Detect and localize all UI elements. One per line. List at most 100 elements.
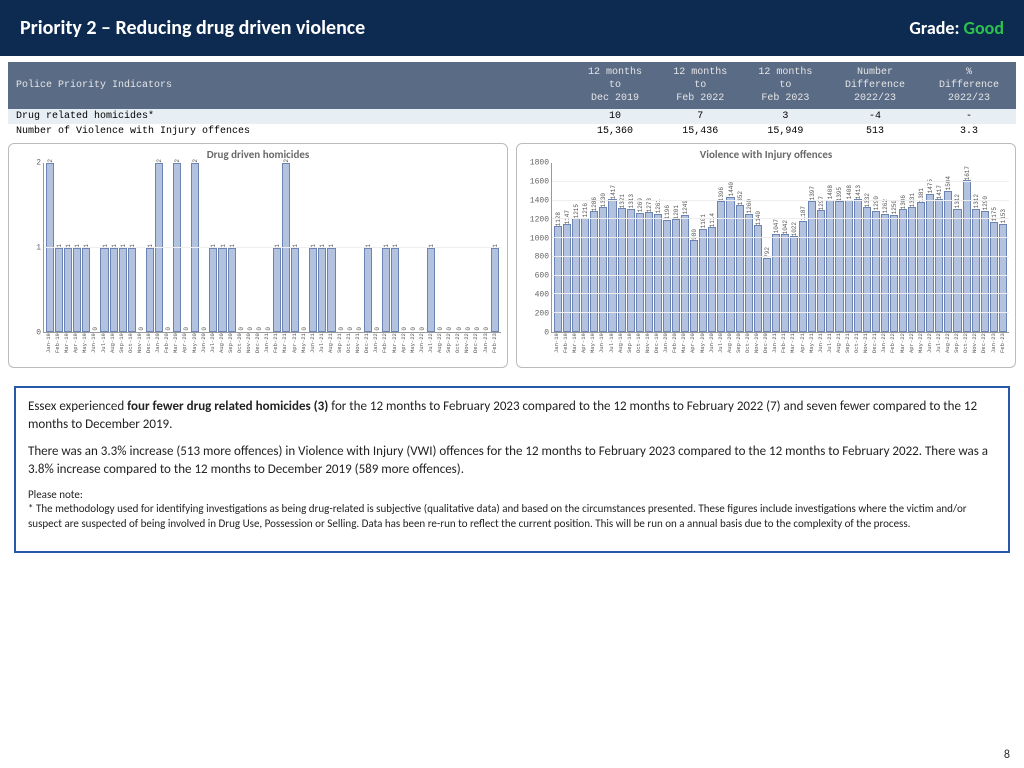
x-label: Aug-20 bbox=[726, 333, 734, 365]
cell: 3 bbox=[743, 109, 828, 124]
x-label: Jun-21 bbox=[309, 333, 317, 365]
col-period-2: 12 monthstoFeb 2022 bbox=[658, 62, 743, 109]
bar: 1290 bbox=[981, 163, 989, 332]
x-label: Sep-19 bbox=[118, 333, 126, 365]
x-label: Feb-21 bbox=[780, 333, 788, 365]
bar-value-label: 1417 bbox=[936, 185, 943, 199]
x-label: Jan-19 bbox=[553, 333, 561, 365]
cell: 7 bbox=[658, 109, 743, 124]
bar-value-label: 1408 bbox=[846, 185, 853, 199]
x-label: Jul-21 bbox=[318, 333, 326, 365]
x-label: Apr-19 bbox=[580, 333, 588, 365]
bar-value-label: 0 bbox=[419, 327, 426, 331]
cell: - bbox=[922, 109, 1016, 124]
bar: 1201 bbox=[672, 163, 680, 332]
cell: 15,436 bbox=[658, 124, 743, 139]
p1-bold: four fewer drug related homicides (3) bbox=[127, 399, 328, 414]
x-label: Oct-21 bbox=[853, 333, 861, 365]
x-label: Jan-23 bbox=[482, 333, 490, 365]
bar: 1617 bbox=[963, 163, 971, 332]
x-label: Nov-22 bbox=[463, 333, 471, 365]
x-label: Feb-19 bbox=[54, 333, 62, 365]
bar-value-label: 0 bbox=[247, 327, 254, 331]
bar-value-label: 0 bbox=[437, 327, 444, 331]
y-tick: 0 bbox=[36, 329, 41, 338]
x-label: Jul-22 bbox=[935, 333, 943, 365]
bar: 1395 bbox=[835, 163, 843, 332]
bar-value-label: 1175 bbox=[991, 207, 998, 221]
x-label: Mar-22 bbox=[391, 333, 399, 365]
bar: 1408 bbox=[826, 163, 834, 332]
y-tick: 600 bbox=[535, 272, 549, 281]
x-label: Aug-19 bbox=[109, 333, 117, 365]
bar: 1440 bbox=[726, 163, 734, 332]
bar: 1 bbox=[218, 163, 226, 332]
x-label: Aug-22 bbox=[944, 333, 952, 365]
bar: 0 bbox=[445, 163, 453, 332]
bar-value-label: 0 bbox=[265, 327, 272, 331]
x-label: Dec-20 bbox=[254, 333, 262, 365]
x-label: Mar-20 bbox=[172, 333, 180, 365]
bar: 1196 bbox=[663, 163, 671, 332]
indicators-table: Police Priority Indicators12 monthstoDec… bbox=[8, 62, 1016, 139]
bar: 1330 bbox=[599, 163, 607, 332]
bar: 1 bbox=[82, 163, 90, 332]
bar: 1042 bbox=[781, 163, 789, 332]
bar-value-label: 0 bbox=[92, 327, 99, 331]
bar: 1 bbox=[55, 163, 63, 332]
bar-value-label: 1408 bbox=[827, 185, 834, 199]
bar: 2 bbox=[282, 163, 290, 332]
bar: 0 bbox=[473, 163, 481, 332]
x-label: Jul-20 bbox=[717, 333, 725, 365]
x-label: Apr-22 bbox=[908, 333, 916, 365]
bar: 1 bbox=[64, 163, 72, 332]
bar-value-label: 0 bbox=[401, 327, 408, 331]
x-label: Oct-20 bbox=[744, 333, 752, 365]
x-label: May-19 bbox=[589, 333, 597, 365]
bar: 1408 bbox=[845, 163, 853, 332]
bar-value-label: 1022 bbox=[791, 222, 798, 236]
bar-value-label: 0 bbox=[374, 327, 381, 331]
y-tick: 1400 bbox=[530, 196, 549, 205]
bar: 1 bbox=[228, 163, 236, 332]
bar-value-label: 1260 bbox=[746, 199, 753, 213]
y-tick: 400 bbox=[535, 291, 549, 300]
bar: 1250 bbox=[890, 163, 898, 332]
charts-row: Drug driven homicides 012 21111011110120… bbox=[8, 143, 1016, 368]
col-period-3: 12 monthstoFeb 2023 bbox=[743, 62, 828, 109]
bar: 0 bbox=[137, 163, 145, 332]
x-label: Jan-20 bbox=[662, 333, 670, 365]
x-label: Feb-22 bbox=[889, 333, 897, 365]
x-label: Sep-21 bbox=[336, 333, 344, 365]
bar: 0 bbox=[409, 163, 417, 332]
bar: 1313 bbox=[627, 163, 635, 332]
x-label: Mar-20 bbox=[680, 333, 688, 365]
x-label: Apr-20 bbox=[689, 333, 697, 365]
x-label: Mar-19 bbox=[571, 333, 579, 365]
x-label: Jun-20 bbox=[708, 333, 716, 365]
indicators-table-wrap: Police Priority Indicators12 monthstoDec… bbox=[8, 62, 1016, 139]
bar-value-label: 0 bbox=[138, 327, 145, 331]
grade-label: Grade: bbox=[909, 17, 959, 39]
bar: 1504 bbox=[944, 163, 952, 332]
bar-value-label: 1312 bbox=[954, 194, 961, 208]
commentary-p1: Essex experienced four fewer drug relate… bbox=[28, 398, 996, 433]
chart-vwi: Violence with Injury offences 0200400600… bbox=[516, 143, 1016, 368]
table-row: Number of Violence with Injury offences1… bbox=[8, 124, 1016, 139]
bar: 0 bbox=[355, 163, 363, 332]
bar: 1 bbox=[491, 163, 499, 332]
y-tick: 800 bbox=[535, 253, 549, 262]
bar: 0 bbox=[91, 163, 99, 332]
bar: 1 bbox=[146, 163, 154, 332]
bar: 1417 bbox=[608, 163, 616, 332]
bar-value-label: 1201 bbox=[673, 205, 680, 219]
x-label: Sep-20 bbox=[227, 333, 235, 365]
bar: 0 bbox=[200, 163, 208, 332]
bar-value-label: 980 bbox=[691, 229, 698, 240]
bar: 1269 bbox=[636, 163, 644, 332]
x-label: Mar-22 bbox=[899, 333, 907, 365]
x-label: Jul-19 bbox=[100, 333, 108, 365]
bar: 1332 bbox=[863, 163, 871, 332]
x-label: Nov-21 bbox=[862, 333, 870, 365]
bar-value-label: 0 bbox=[474, 327, 481, 331]
